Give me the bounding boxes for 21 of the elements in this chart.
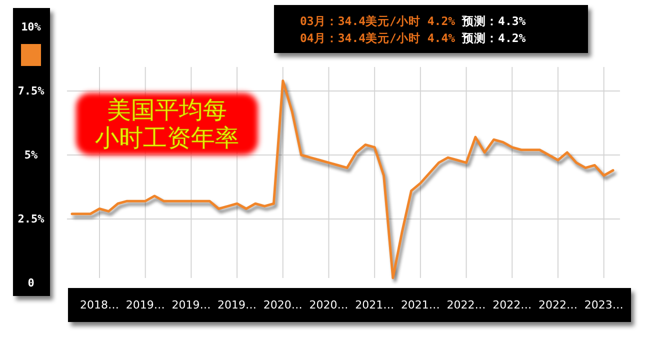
x-tick-label: 2020… [263, 298, 302, 312]
x-tick-label: 2021… [355, 298, 394, 312]
text: 美国平均每小时工资年率 [95, 96, 239, 152]
annotation: 04月：34.4美元/小时 4.4% 预测：4.2% [300, 31, 526, 45]
y-tick-label: 2.5% [18, 212, 45, 226]
line-series [70, 80, 614, 280]
x-tick-label: 2022… [538, 298, 578, 312]
x-tick-label: 2022… [446, 298, 486, 312]
x-tick-label: 2019… [126, 298, 165, 312]
y-tick-label: 10% [21, 20, 42, 34]
x-tick-label: 2018… [80, 298, 120, 312]
x-tick-label: 2023… [584, 298, 624, 312]
y-tick-label: 7.5% [18, 84, 45, 98]
x-tick-label: 2020… [309, 298, 348, 312]
x-tick-label: 2019… [218, 298, 257, 312]
annotation: 03月：34.4美元/小时 4.2% 预测：4.3% [300, 14, 526, 28]
x-tick-label: 2021… [400, 298, 440, 312]
y-tick-label: 0 [28, 276, 34, 290]
y-tick-label: 5% [24, 148, 38, 162]
x-tick-label: 2019… [172, 298, 211, 312]
x-tick-label: 2022… [492, 298, 532, 312]
